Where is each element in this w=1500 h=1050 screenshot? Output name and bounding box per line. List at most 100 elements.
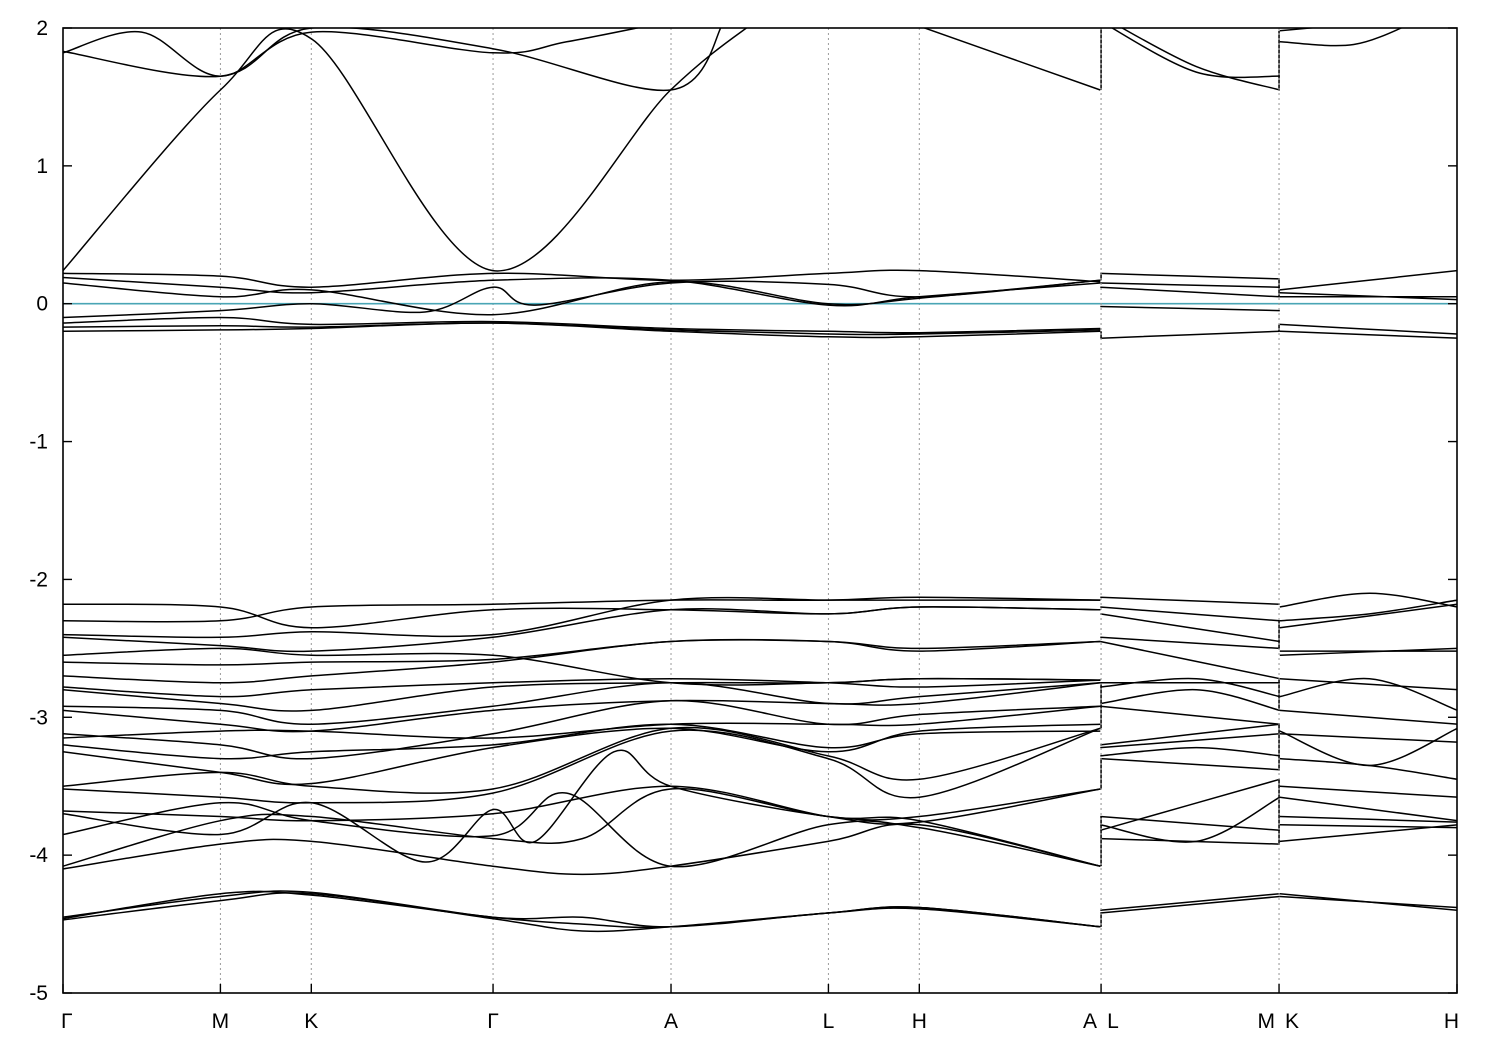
band-line-60 xyxy=(1110,28,1280,79)
band-line-81 xyxy=(1279,323,1457,335)
y-axis-ticks: -5 -4 -3 -2 -1 0 1 2 xyxy=(29,17,1457,1005)
band-line-6 xyxy=(63,749,1101,867)
band-line-74 xyxy=(1279,677,1457,691)
band-line-17 xyxy=(63,677,1101,698)
band-line-86 xyxy=(1279,28,1403,47)
band-line-79 xyxy=(1279,592,1457,608)
band-line-22 xyxy=(63,596,1101,639)
band-line-61 xyxy=(1120,28,1281,91)
x-tick-label: M xyxy=(212,1010,230,1033)
band-line-63 xyxy=(1279,895,1457,909)
band-line-68 xyxy=(1279,785,1457,798)
band-line-57 xyxy=(1100,286,1280,298)
y-tick-label: 1 xyxy=(36,155,48,178)
band-line-42 xyxy=(1100,757,1280,771)
x-tick-label: A xyxy=(664,1010,678,1033)
band-line-41 xyxy=(1100,778,1281,832)
x-tick-label: K xyxy=(1285,1010,1299,1033)
band-line-23 xyxy=(63,596,1101,623)
band-line-14 xyxy=(63,682,1101,733)
y-tick-label: 2 xyxy=(36,17,48,40)
band-line-24 xyxy=(63,603,1101,629)
band-line-21 xyxy=(63,606,1101,653)
band-line-44 xyxy=(1100,733,1280,749)
band-line-58 xyxy=(1100,282,1280,288)
x-tick-label: Γ xyxy=(61,1010,73,1033)
x-tick-label: K xyxy=(304,1010,318,1033)
band-line-19 xyxy=(63,639,1101,666)
band-line-84 xyxy=(1279,269,1457,291)
band-line-39 xyxy=(1100,796,1281,843)
band-line-54 xyxy=(1100,596,1280,605)
x-tick-label: M xyxy=(1258,1010,1276,1033)
band-line-31 xyxy=(63,269,1101,288)
band-line-27 xyxy=(63,316,1101,334)
y-tick-label: -1 xyxy=(29,431,48,454)
band-line-29 xyxy=(63,279,1101,316)
y-tick-label: -4 xyxy=(29,844,48,867)
band-line-55 xyxy=(1100,330,1280,339)
band-line-36 xyxy=(1100,895,1280,914)
band-line-1 xyxy=(63,890,1101,928)
band-line-33 xyxy=(63,28,641,77)
band-line-53 xyxy=(1100,606,1280,622)
band-line-52 xyxy=(1100,613,1280,643)
x-tick-label: H xyxy=(1444,1010,1459,1033)
band-line-28 xyxy=(63,279,1101,319)
band-line-65 xyxy=(1279,824,1457,829)
band-line-0 xyxy=(63,892,1101,933)
band-line-51 xyxy=(1100,636,1280,650)
band-line-20 xyxy=(63,647,1101,686)
band-line-12 xyxy=(63,705,1101,739)
band-line-71 xyxy=(1279,727,1457,767)
gridlines xyxy=(62,28,1458,993)
bands-layer xyxy=(63,28,1457,933)
band-line-8 xyxy=(63,727,1101,804)
band-line-45 xyxy=(1100,723,1280,746)
band-line-7 xyxy=(63,785,1101,825)
band-line-5 xyxy=(63,792,1101,868)
band-line-50 xyxy=(1100,640,1280,680)
band-line-40 xyxy=(1100,815,1280,832)
band-line-26 xyxy=(63,322,1101,336)
band-line-47 xyxy=(1100,688,1280,712)
band-line-35 xyxy=(922,28,1101,91)
band-line-11 xyxy=(63,723,1101,760)
band-line-59 xyxy=(1100,272,1280,280)
band-line-48 xyxy=(1100,677,1280,698)
band-line-30 xyxy=(63,276,1101,307)
band-line-46 xyxy=(1100,705,1280,725)
band-line-56 xyxy=(1100,305,1280,312)
band-line-43 xyxy=(1100,746,1280,757)
path-discontinuities xyxy=(1100,28,1280,993)
band-line-2 xyxy=(63,890,1101,929)
band-line-64 xyxy=(1279,824,1457,843)
x-tick-label: A xyxy=(1083,1010,1097,1033)
y-tick-label: -2 xyxy=(29,568,48,591)
band-line-34 xyxy=(63,28,722,92)
y-tick-label: -5 xyxy=(29,982,48,1005)
band-line-70 xyxy=(1279,733,1457,743)
band-line-72 xyxy=(1279,709,1457,725)
band-line-78 xyxy=(1279,599,1457,622)
band-line-83 xyxy=(1279,291,1457,301)
y-tick-label: 0 xyxy=(36,293,48,316)
band-line-67 xyxy=(1279,796,1457,822)
x-tick-label: H xyxy=(912,1010,927,1033)
band-line-85 xyxy=(1279,28,1318,32)
band-line-77 xyxy=(1279,603,1457,629)
band-line-80 xyxy=(1279,330,1457,339)
x-tick-label: L xyxy=(823,1010,835,1033)
x-tick-label: Γ xyxy=(487,1010,499,1033)
plot-frame xyxy=(62,27,1458,994)
x-tick-label: L xyxy=(1107,1010,1119,1033)
band-line-10 xyxy=(63,723,1101,786)
band-line-37 xyxy=(1100,892,1280,912)
band-line-73 xyxy=(1279,677,1457,711)
y-tick-label: -3 xyxy=(29,706,48,729)
band-line-15 xyxy=(63,682,1101,725)
band-line-69 xyxy=(1279,757,1457,780)
band-line-9 xyxy=(63,726,1101,794)
